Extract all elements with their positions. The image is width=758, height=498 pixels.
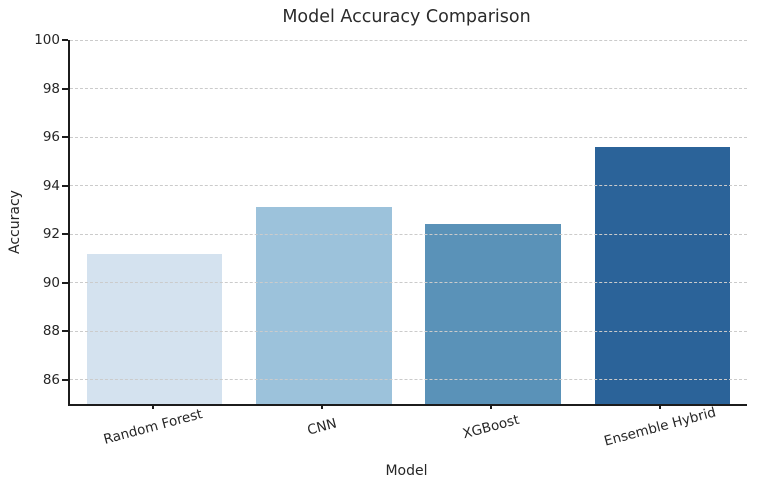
x-axis-label: Model	[385, 463, 428, 479]
x-tick-mark	[151, 404, 154, 409]
gridline-y-86	[70, 379, 747, 381]
y-tick-label: 86	[42, 371, 60, 388]
chart-title: Model Accuracy Comparison	[282, 7, 531, 27]
gridline-y-98	[70, 88, 747, 90]
y-tick-label: 88	[42, 323, 60, 340]
gridline-y-96	[70, 136, 747, 138]
y-tick-label: 90	[42, 274, 60, 291]
plot-area	[68, 39, 747, 406]
gridline-y-90	[70, 282, 747, 284]
x-tick-mark	[659, 404, 662, 409]
bar-cnn	[256, 207, 392, 404]
y-tick-mark	[62, 281, 68, 284]
gridline-y-100	[70, 39, 747, 41]
y-tick-mark	[62, 136, 68, 139]
x-tick-mark	[490, 404, 493, 409]
y-tick-mark	[62, 184, 68, 187]
y-tick-label: 98	[42, 80, 60, 97]
bar-random-forest	[86, 253, 223, 404]
bar-ensemble-hybrid	[594, 146, 731, 404]
y-tick-mark	[62, 39, 68, 41]
y-tick-mark	[62, 233, 68, 236]
gridline-y-92	[70, 233, 747, 235]
x-tick-mark	[320, 404, 323, 409]
y-tick-label: 100	[34, 32, 60, 48]
y-tick-mark	[62, 378, 68, 381]
y-tick-label: 92	[42, 226, 60, 243]
y-tick-mark	[62, 330, 68, 333]
y-tick-label: 94	[42, 177, 60, 194]
gridline-y-94	[70, 185, 747, 187]
gridline-y-88	[70, 330, 747, 332]
bar-xgboost	[425, 224, 561, 404]
y-tick-mark	[62, 87, 68, 90]
y-tick-label: 96	[42, 129, 60, 146]
